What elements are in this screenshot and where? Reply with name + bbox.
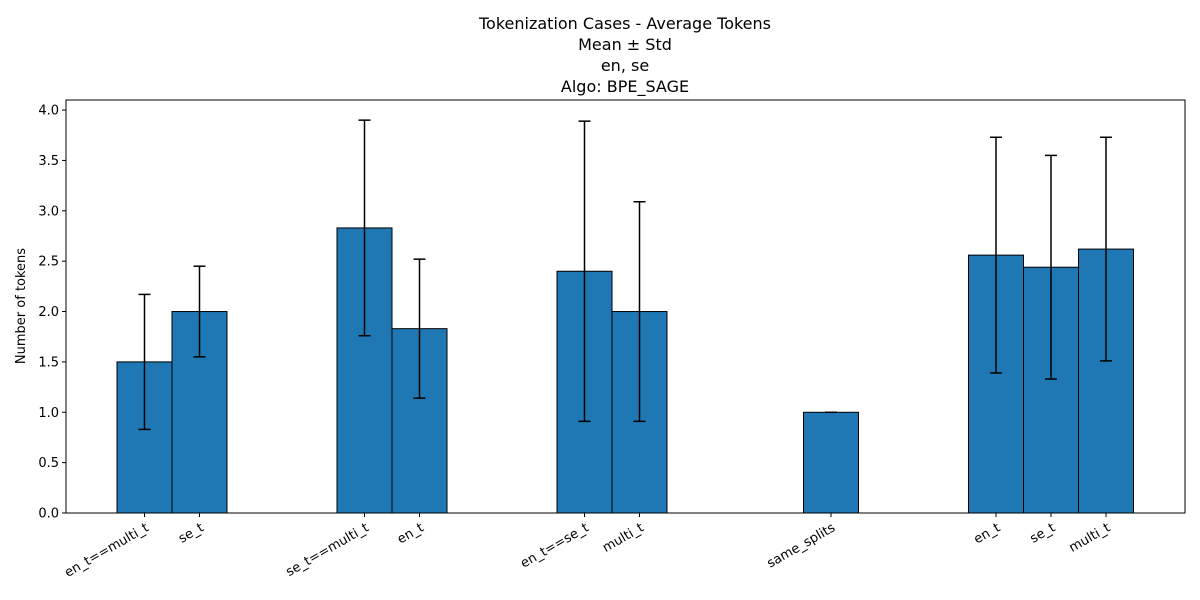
x-axis: en_t==multi_t se_t se_t==multi_t en_t en_t==… [62,513,1113,581]
x-tick-label: en_t [395,520,427,547]
x-tick-label: se_t [176,520,206,546]
y-tick-label: 2.5 [38,255,59,270]
x-tick-label: en_t==multi_t [62,520,151,580]
title-line-4: Algo: BPE_SAGE [561,77,689,97]
bar-3-0 [803,411,859,514]
error-bar-1-0 [358,119,371,337]
y-tick-label: 3.5 [38,154,59,169]
error-bar-0-0 [138,293,151,431]
error-bar-1-1 [413,258,426,399]
y-tick-label: 1.0 [38,406,59,421]
y-tick-label: 3.0 [38,204,59,219]
error-bar-2-0 [578,120,591,423]
x-tick-label: multi_t [1067,520,1113,555]
y-tick-label: 1.5 [38,355,59,370]
error-bar-4-1 [1045,154,1057,380]
x-tick-label: se_t [1028,520,1058,546]
error-bar-4-2 [1100,136,1112,362]
error-bars-layer [138,119,1112,431]
y-tick-label: 4.0 [38,104,59,119]
error-bar-0-1 [193,265,206,358]
x-tick-label: en_t==se_t [518,520,591,571]
bars-layer [116,227,1134,514]
x-tick-label: en_t [971,520,1003,547]
title-line-1: Tokenization Cases - Average Tokens [478,14,771,33]
title-line-3: en, se [601,56,649,75]
error-bar-4-0 [990,136,1002,374]
chart-title: Tokenization Cases - Average Tokens Mean… [478,14,771,97]
x-tick-label: multi_t [600,520,646,555]
y-tick-label: 2.0 [38,305,59,320]
y-tick-label: 0.5 [38,456,59,471]
title-line-2: Mean ± Std [578,35,672,54]
y-tick-label: 0.0 [38,507,59,522]
plot-frame [65,99,1186,514]
error-bar-2-1 [633,200,646,423]
y-axis-label: Number of tokens [14,248,29,364]
x-tick-label: same_splits [765,520,839,571]
x-tick-label: se_t==multi_t [283,520,371,579]
y-axis: 0.0 0.5 1.0 1.5 2.0 2.5 3.0 3.5 4.0 [38,104,66,522]
